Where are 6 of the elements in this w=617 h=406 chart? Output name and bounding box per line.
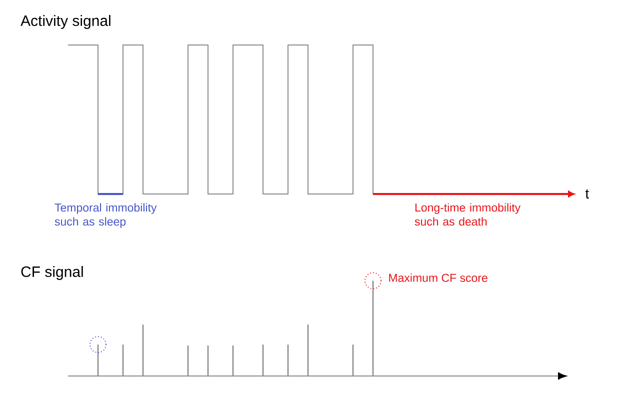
series-label: Maximum CF score — [389, 273, 488, 282]
chart-title: Activity signal — [20, 15, 110, 29]
series-label: Temporal immobility such as sleep — [54, 203, 157, 228]
series-label: Long-time immobility such as death — [414, 203, 521, 226]
x-axis-title: t — [585, 189, 590, 199]
chart-title: CF signal — [21, 266, 83, 280]
